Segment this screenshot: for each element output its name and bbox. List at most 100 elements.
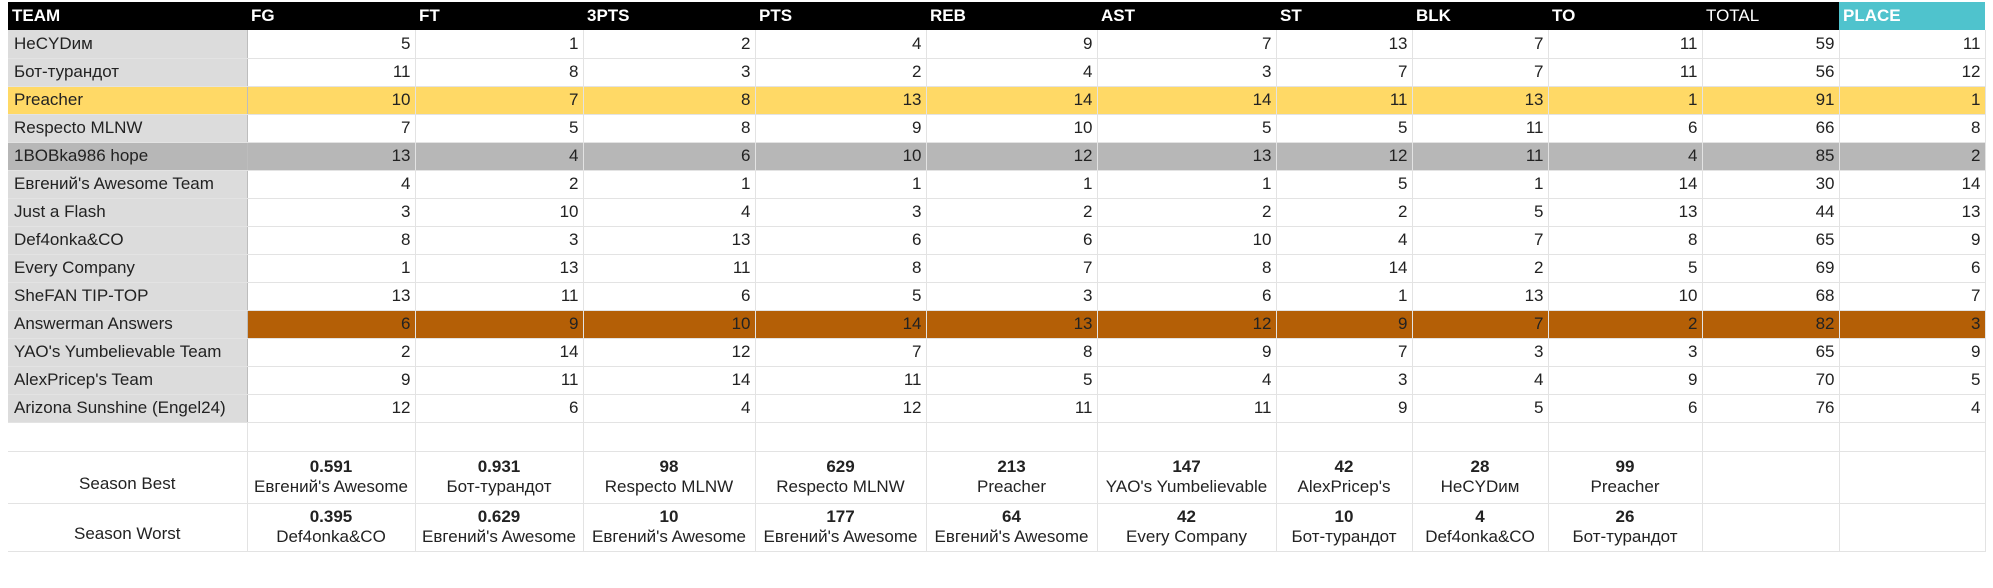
stat-cell[interactable]: 11 [1412,114,1549,143]
stat-cell[interactable]: 3 [1097,58,1277,87]
stat-cell[interactable]: 1 [1548,86,1703,115]
stat-cell[interactable]: 7 [247,114,416,143]
summary-cell[interactable]: 147 YAO's Yumbelievable [1097,451,1277,504]
summary-cell[interactable]: 0.591 Евгений's Awesome [247,451,416,504]
stat-cell[interactable]: 7 [1412,58,1549,87]
summary-cell[interactable]: 98 Respecto MLNW [583,451,756,504]
stat-cell[interactable]: 13 [415,254,584,283]
stat-cell[interactable]: 13 [1839,198,1986,227]
stat-cell[interactable]: 7 [1412,310,1549,339]
stat-cell[interactable]: 65 [1702,338,1840,367]
stat-cell[interactable]: 13 [247,282,416,311]
stat-cell[interactable]: 9 [1839,338,1986,367]
stat-cell[interactable]: 4 [1276,226,1413,255]
stat-cell[interactable]: 14 [415,338,584,367]
stat-cell[interactable]: 2 [1839,142,1986,171]
stat-cell[interactable]: 13 [1412,282,1549,311]
summary-cell[interactable]: 0.629 Евгений's Awesome [415,503,584,552]
stat-cell[interactable]: 6 [247,310,416,339]
stat-cell[interactable]: 5 [1412,198,1549,227]
stat-cell[interactable]: 2 [926,198,1098,227]
stat-cell[interactable]: 5 [1276,170,1413,199]
header-reb[interactable]: REB [926,2,1097,30]
summary-cell[interactable]: 26 Бот-турандот [1548,503,1703,552]
table-cell[interactable] [1702,422,1840,452]
stat-cell[interactable]: 5 [1548,254,1703,283]
header-ast[interactable]: AST [1097,2,1276,30]
stat-cell[interactable]: 5 [1412,394,1549,423]
team-name-cell[interactable]: НеCYDим [8,30,248,59]
stat-cell[interactable]: 2 [415,170,584,199]
stat-cell[interactable]: 68 [1702,282,1840,311]
team-name-cell[interactable]: AlexPricep's Team [8,366,248,395]
stat-cell[interactable]: 7 [1276,338,1413,367]
stat-cell[interactable]: 5 [247,30,416,59]
stat-cell[interactable]: 12 [1276,142,1413,171]
team-name-cell[interactable]: SheFAN TIP-TOP [8,282,248,311]
header-blk[interactable]: BLK [1412,2,1548,30]
stat-cell[interactable]: 12 [755,394,927,423]
summary-cell[interactable]: 42 Every Company [1097,503,1277,552]
stat-cell[interactable]: 30 [1702,170,1840,199]
table-cell[interactable] [583,422,756,452]
stat-cell[interactable]: 7 [926,254,1098,283]
stat-cell[interactable]: 5 [755,282,927,311]
header-to[interactable]: TO [1548,2,1702,30]
stat-cell[interactable]: 11 [1839,30,1986,59]
team-name-cell[interactable]: YAO's Yumbelievable Team [8,338,248,367]
header-ft[interactable]: FT [415,2,583,30]
stat-cell[interactable]: 11 [755,366,927,395]
stat-cell[interactable]: 7 [1412,30,1549,59]
stat-cell[interactable]: 3 [926,282,1098,311]
stat-cell[interactable]: 8 [755,254,927,283]
header-pts[interactable]: PTS [755,2,926,30]
table-cell[interactable] [1839,451,1986,504]
stat-cell[interactable]: 4 [247,170,416,199]
stat-cell[interactable]: 13 [583,226,756,255]
stat-cell[interactable]: 13 [1276,30,1413,59]
summary-cell[interactable]: 64 Евгений's Awesome [926,503,1098,552]
stat-cell[interactable]: 8 [583,114,756,143]
stat-cell[interactable]: 6 [583,142,756,171]
team-name-cell[interactable]: 1BOBka986 hope [8,142,248,171]
stat-cell[interactable]: 9 [1097,338,1277,367]
stat-cell[interactable]: 4 [1412,366,1549,395]
stat-cell[interactable]: 4 [583,394,756,423]
table-cell[interactable] [755,422,927,452]
stat-cell[interactable]: 9 [247,366,416,395]
stat-cell[interactable]: 59 [1702,30,1840,59]
stat-cell[interactable]: 4 [755,30,927,59]
summary-cell[interactable]: 177 Евгений's Awesome [755,503,927,552]
stat-cell[interactable]: 10 [415,198,584,227]
stat-cell[interactable]: 1 [583,170,756,199]
stat-cell[interactable]: 8 [415,58,584,87]
stat-cell[interactable]: 44 [1702,198,1840,227]
stat-cell[interactable]: 12 [926,142,1098,171]
stat-cell[interactable]: 9 [1276,394,1413,423]
team-name-cell[interactable]: Just a Flash [8,198,248,227]
team-name-cell[interactable]: Respecto MLNW [8,114,248,143]
table-cell[interactable] [1702,451,1840,504]
team-name-cell[interactable]: Евгений's Awesome Team [8,170,248,199]
stat-cell[interactable]: 6 [1839,254,1986,283]
stat-cell[interactable]: 9 [1839,226,1986,255]
stat-cell[interactable]: 91 [1702,86,1840,115]
stat-cell[interactable]: 4 [1097,366,1277,395]
stat-cell[interactable]: 14 [1097,86,1277,115]
stat-cell[interactable]: 66 [1702,114,1840,143]
stat-cell[interactable]: 8 [926,338,1098,367]
stat-cell[interactable]: 11 [1548,58,1703,87]
stat-cell[interactable]: 10 [926,114,1098,143]
stat-cell[interactable]: 8 [1839,114,1986,143]
stat-cell[interactable]: 2 [1097,198,1277,227]
stat-cell[interactable]: 9 [415,310,584,339]
stat-cell[interactable]: 8 [583,86,756,115]
stat-cell[interactable]: 70 [1702,366,1840,395]
summary-cell[interactable]: 213 Preacher [926,451,1098,504]
stat-cell[interactable]: 3 [247,198,416,227]
stat-cell[interactable]: 7 [1412,226,1549,255]
stat-cell[interactable]: 2 [755,58,927,87]
stat-cell[interactable]: 13 [247,142,416,171]
stat-cell[interactable]: 5 [1097,114,1277,143]
stat-cell[interactable]: 6 [415,394,584,423]
